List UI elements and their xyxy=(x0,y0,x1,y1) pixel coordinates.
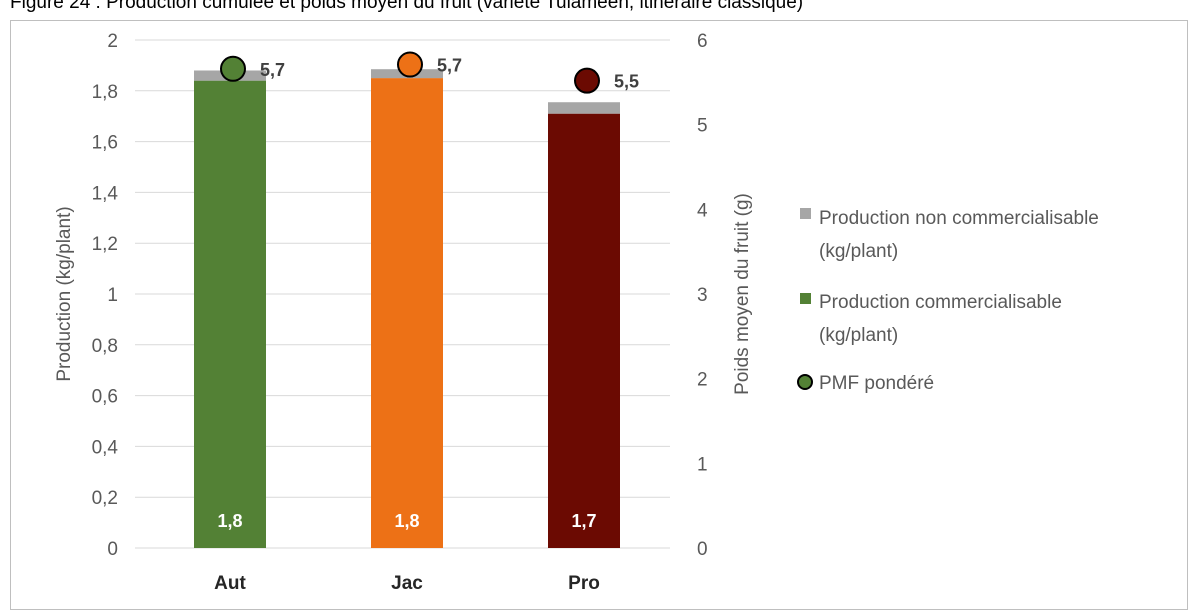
y2-tick-label: 1 xyxy=(697,454,708,475)
pmf-marker xyxy=(574,67,600,94)
y-tick-label: 0,6 xyxy=(92,387,118,408)
y-tick-label: 1,2 xyxy=(92,234,118,255)
bar-data-label: 1,7 xyxy=(571,511,596,531)
x-category-label: Pro xyxy=(568,573,600,594)
bar-data-label: 1,8 xyxy=(217,511,242,531)
y2-tick-label: 4 xyxy=(697,200,708,221)
y-tick-label: 0,4 xyxy=(92,437,119,458)
legend-label-commercial: (kg/plant) xyxy=(819,325,898,346)
y-tick-label: 0 xyxy=(107,539,118,560)
bar-commercial xyxy=(194,80,266,548)
x-category-label: Aut xyxy=(214,573,246,594)
legend-label-non-commercial: (kg/plant) xyxy=(819,241,898,262)
legend-label-pmf: PMF pondéré xyxy=(819,373,934,394)
y-tick-label: 1,8 xyxy=(92,82,118,103)
y-tick-label: 0,8 xyxy=(92,336,118,357)
bar-commercial xyxy=(371,78,443,548)
y-axis-title: Production (kg/plant) xyxy=(54,206,75,381)
legend-label-commercial: Production commercialisable xyxy=(819,292,1062,313)
legend-swatch-non-commercial xyxy=(800,208,811,219)
legend-marker-pmf xyxy=(797,374,813,390)
pmf-marker xyxy=(220,55,246,82)
y2-tick-label: 3 xyxy=(697,285,708,306)
pmf-data-label: 5,7 xyxy=(437,56,462,76)
bar-commercial xyxy=(548,113,620,548)
y2-tick-label: 2 xyxy=(697,370,708,391)
y-tick-label: 1 xyxy=(107,285,118,306)
pmf-data-label: 5,7 xyxy=(260,60,285,80)
pmf-data-label: 5,5 xyxy=(614,72,639,92)
y2-tick-label: 6 xyxy=(697,31,708,52)
y2-tick-label: 5 xyxy=(697,116,708,137)
y-tick-label: 1,6 xyxy=(92,133,118,154)
bar-data-label: 1,8 xyxy=(394,511,419,531)
y-tick-label: 0,2 xyxy=(92,488,118,509)
pmf-marker xyxy=(397,51,423,78)
y2-axis-title: Poids moyen du fruit (g) xyxy=(732,193,753,395)
legend-label-non-commercial: Production non commercialisable xyxy=(819,208,1099,229)
y2-tick-label: 0 xyxy=(697,539,708,560)
legend-swatch-commercial xyxy=(800,293,811,304)
y-tick-label: 1,4 xyxy=(92,183,119,204)
x-category-label: Jac xyxy=(391,573,423,594)
bar-non-commercial xyxy=(548,102,620,114)
y-tick-label: 2 xyxy=(107,31,118,52)
figure-caption: Figure 24 : Production cumulée et poids … xyxy=(10,0,804,13)
